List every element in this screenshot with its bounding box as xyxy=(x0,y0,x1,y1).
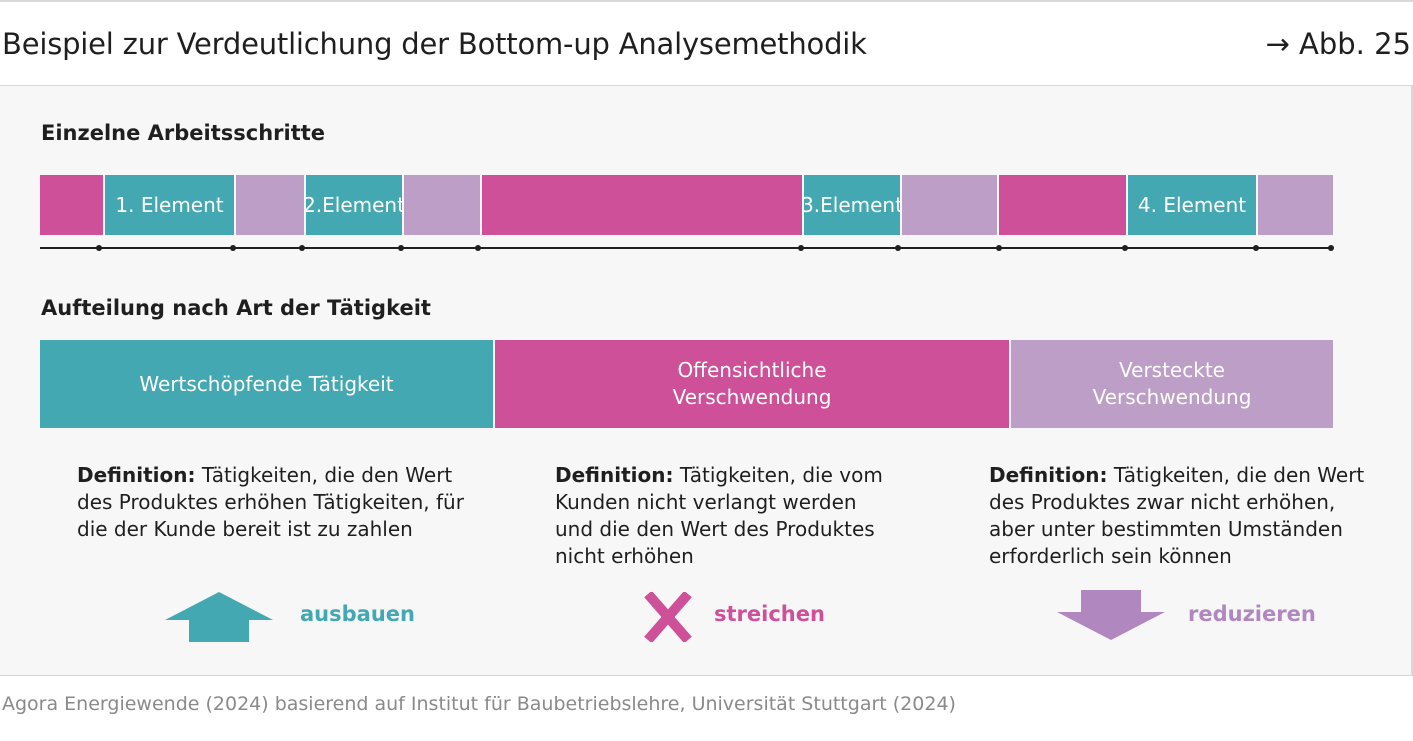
definition-text: Tätigkeiten, die den Wert des Produktes … xyxy=(989,463,1365,568)
step-segment xyxy=(999,175,1126,235)
timeline-tick xyxy=(1253,245,1259,251)
category-label-line2: Verschwendung xyxy=(1092,385,1252,409)
step-segment xyxy=(1258,175,1333,235)
definition-text: Tätigkeiten, die vom Kunden nicht verlan… xyxy=(555,463,883,568)
definition-label: Definition: xyxy=(77,463,196,487)
figure-title: Beispiel zur Verdeutlichung der Bottom-u… xyxy=(2,27,867,61)
step-segment: 2.Element xyxy=(303,175,405,235)
definition-hidden-waste: Definition: Tätigkeiten, die den Wert de… xyxy=(989,462,1379,570)
step-segment: 4. Element xyxy=(1128,175,1256,235)
category-box-value-adding: Wertschöpfende Tätigkeit xyxy=(40,340,493,428)
step-segment xyxy=(404,175,480,235)
timeline-tick xyxy=(398,245,404,251)
categories-section-title: Aufteilung nach Art der Tätigkeit xyxy=(41,296,431,320)
timeline-tick xyxy=(475,245,481,251)
category-box-hidden-waste: Versteckte Verschwendung xyxy=(1011,340,1333,428)
definition-obvious-waste: Definition: Tätigkeiten, die vom Kunden … xyxy=(555,462,900,570)
step-segment-label: 2.Element xyxy=(303,193,405,217)
step-segment xyxy=(236,175,304,235)
timeline-tick xyxy=(96,245,102,251)
category-label-line2: Verschwendung xyxy=(672,385,832,409)
definition-label: Definition: xyxy=(989,463,1108,487)
source-note: Agora Energiewende (2024) basierend auf … xyxy=(2,693,956,715)
timeline-tick xyxy=(299,245,305,251)
arrow-up-icon xyxy=(165,592,273,642)
category-box-obvious-waste: Offensichtliche Verschwendung xyxy=(495,340,1009,428)
arrow-down-icon xyxy=(1057,590,1165,640)
timeline-tick xyxy=(1122,245,1128,251)
top-rule xyxy=(0,0,1413,2)
timeline-tick xyxy=(996,245,1002,251)
definition-value-adding: Definition: Tätigkeiten, die den Wert de… xyxy=(77,462,472,543)
step-segment: 3.Element xyxy=(801,175,903,235)
step-segment-label: 3.Element xyxy=(801,193,903,217)
step-segment-label: 1. Element xyxy=(115,193,224,217)
timeline-tick xyxy=(230,245,236,251)
timeline-tick xyxy=(895,245,901,251)
cross-icon xyxy=(644,592,692,642)
category-label-line1: Wertschöpfende Tätigkeit xyxy=(139,371,394,396)
definition-text: Tätigkeiten, die den Wert des Produktes … xyxy=(77,463,464,541)
step-segment xyxy=(902,175,997,235)
figure-reference-link[interactable]: → Abb. 25 xyxy=(1265,27,1411,61)
step-segment xyxy=(40,175,103,235)
timeline-tick xyxy=(1328,245,1334,251)
timeline-tick xyxy=(798,245,804,251)
definition-label: Definition: xyxy=(555,463,674,487)
action-label-remove: streichen xyxy=(714,602,825,626)
category-label-line1: Versteckte xyxy=(1119,358,1225,382)
action-label-reduce: reduzieren xyxy=(1188,602,1316,626)
action-label-expand: ausbauen xyxy=(300,602,415,626)
timeline-axis xyxy=(40,247,1333,249)
figure-header: Beispiel zur Verdeutlichung der Bottom-u… xyxy=(0,2,1413,85)
step-segment-label: 4. Element xyxy=(1137,193,1247,217)
step-segment: 1. Element xyxy=(105,175,234,235)
step-segment xyxy=(482,175,802,235)
category-label-line1: Offensichtliche xyxy=(677,358,827,382)
steps-section-title: Einzelne Arbeitsschritte xyxy=(41,121,326,145)
